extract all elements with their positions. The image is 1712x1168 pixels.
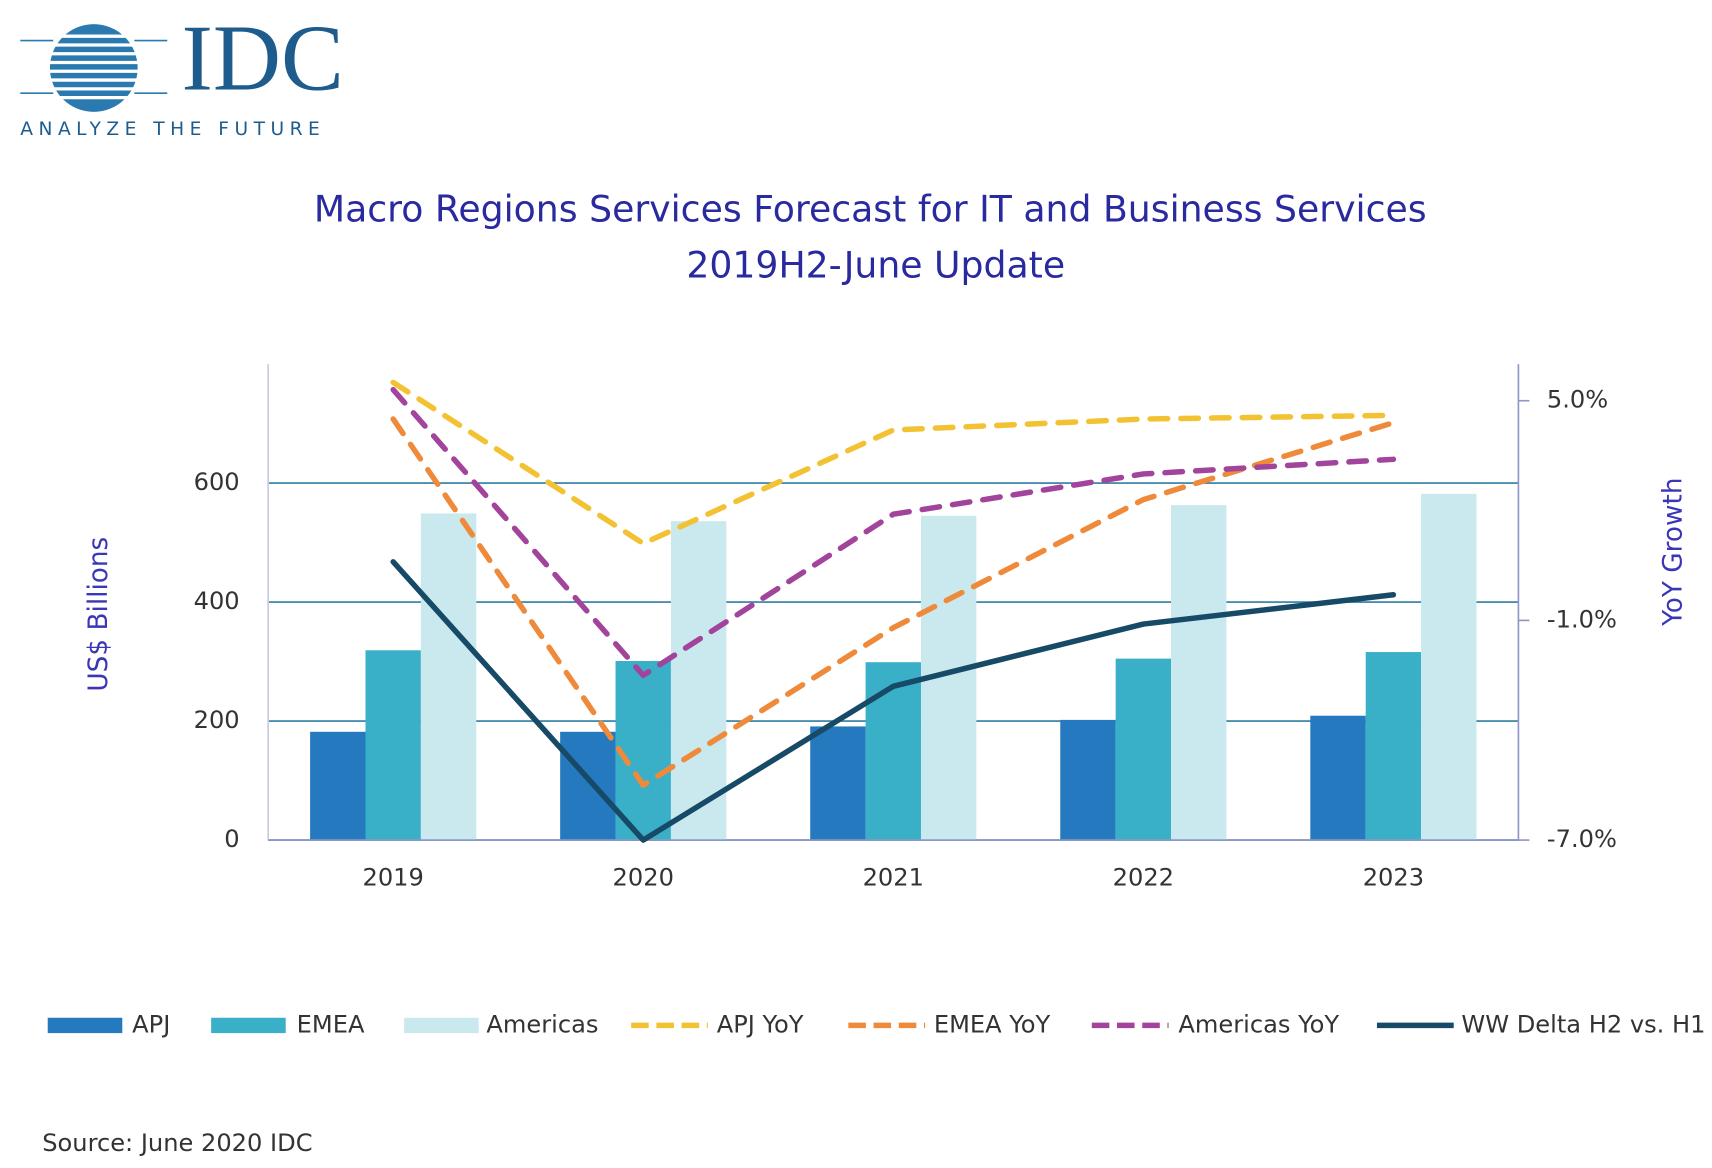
bar (810, 726, 866, 841)
bar (1310, 715, 1366, 841)
bar (615, 660, 671, 841)
line-series (390, 559, 1397, 843)
bar (420, 513, 477, 841)
legend-label: Americas (486, 1010, 598, 1038)
legend-swatch (404, 1017, 479, 1034)
y2-tick-label: -7.0% (1547, 825, 1617, 853)
line-series (390, 416, 1397, 788)
x-tick-label: 2019 (363, 863, 424, 891)
bar (865, 662, 921, 841)
legend-label: Americas YoY (1178, 1010, 1339, 1038)
logo-tagline: ANALYZE THE FUTURE (20, 119, 325, 140)
y2-axis-label: YoY Growth (1659, 477, 1689, 626)
bar (365, 650, 421, 841)
line-series (390, 379, 1397, 547)
legend-swatch (47, 1017, 123, 1034)
legend-label: WW Delta H2 vs. H1 (1461, 1010, 1705, 1038)
logo-name: IDC (182, 7, 344, 111)
line-series (390, 386, 1397, 679)
legend-label: EMEA (297, 1010, 365, 1038)
chart-title: Macro Regions Services Forecast for IT a… (314, 188, 1427, 231)
x-tick-label: 2023 (1363, 863, 1424, 891)
bar (670, 521, 727, 841)
chart-subtitle: 2019H2-June Update (686, 244, 1065, 287)
bar (310, 731, 366, 841)
y-tick-label: 200 (194, 706, 240, 734)
y-tick-label: 400 (194, 587, 240, 615)
y2-tick-label: -1.0% (1547, 605, 1617, 633)
y2-tick-label: 5.0% (1547, 386, 1608, 414)
x-tick-label: 2022 (1113, 863, 1174, 891)
legend-label: EMEA YoY (934, 1010, 1051, 1038)
x-tick-label: 2020 (613, 863, 674, 891)
x-tick-label: 2021 (863, 863, 924, 891)
bar (560, 731, 616, 841)
y-axis-label: US$ Billions (84, 537, 114, 692)
legend-swatch (211, 1017, 286, 1034)
bar (1060, 719, 1116, 841)
bar (1171, 505, 1227, 841)
bar (1365, 652, 1422, 841)
logo-globe (17, 24, 171, 112)
source-note: Source: June 2020 IDC (42, 1129, 312, 1157)
y-tick-label: 600 (194, 468, 240, 496)
y-tick-label: 0 (224, 825, 239, 853)
bar (1421, 493, 1477, 841)
bar (1115, 658, 1172, 841)
legend-label: APJ (132, 1010, 170, 1038)
legend-label: APJ YoY (717, 1010, 804, 1038)
